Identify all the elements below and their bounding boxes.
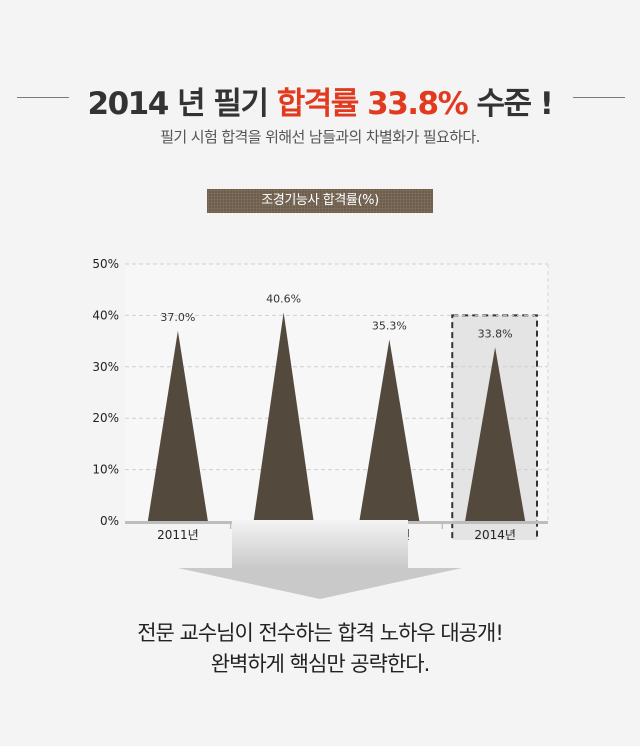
headline-rule-right — [573, 97, 625, 98]
subtitle: 필기 시험 합격을 위해선 남들과의 차별화가 필요하다. — [160, 128, 480, 146]
headline-title-highlight: 합격률 33.8% — [276, 86, 469, 122]
pass-rate-chart: 0%10%20%30%40%50%37.0%2011년40.6%2012년35.… — [92, 257, 549, 540]
down-arrow — [178, 520, 462, 599]
headline-rule-left — [17, 97, 69, 98]
y-tick-label: 50% — [92, 257, 119, 271]
data-label: 37.0% — [160, 311, 195, 324]
footer-line-1: 전문 교수님이 전수하는 합격 노하우 대공개! — [137, 621, 504, 645]
headline: 2014 년 필기 합격률 33.8% 수준 ! — [0, 70, 640, 126]
bar — [147, 330, 208, 521]
headline-title: 2014 년 필기 합격률 33.8% 수준 ! — [80, 78, 560, 123]
headline-title-prefix: 2014 년 필기 — [87, 86, 277, 122]
x-tick-label: 2014년 — [474, 528, 516, 540]
x-tick-label: 2011년 — [157, 528, 199, 540]
chart-title: 조경기능사 합격률(%) — [207, 189, 433, 213]
y-tick-label: 30% — [92, 360, 119, 374]
y-tick-label: 40% — [92, 308, 119, 322]
y-tick-label: 10% — [92, 463, 119, 477]
footer-message: 전문 교수님이 전수하는 합격 노하우 대공개! 완벽하게 핵심만 공략한다. — [0, 618, 640, 680]
down-arrow-stem — [232, 520, 408, 568]
down-arrow-head — [178, 568, 462, 599]
bar — [359, 339, 420, 521]
data-label: 40.6% — [266, 292, 301, 305]
y-tick-label: 20% — [92, 411, 119, 425]
bar — [253, 312, 314, 521]
headline-title-suffix: 수준 ! — [467, 86, 553, 122]
y-tick-label: 0% — [100, 514, 119, 528]
bar — [465, 347, 526, 521]
data-label: 33.8% — [478, 327, 513, 340]
data-label: 35.3% — [372, 320, 407, 333]
footer-line-2: 완벽하게 핵심만 공략한다. — [210, 652, 431, 676]
